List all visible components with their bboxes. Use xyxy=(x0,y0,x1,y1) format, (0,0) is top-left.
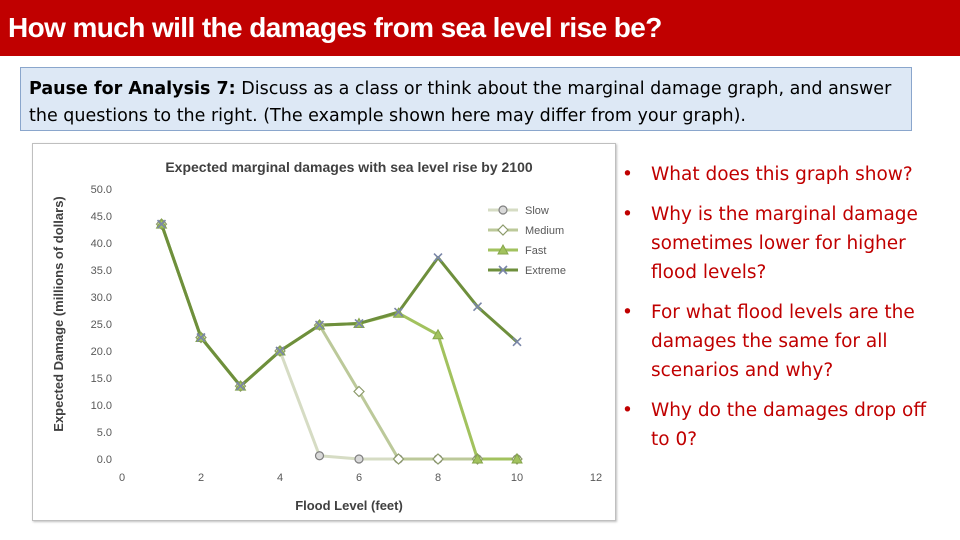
question-text: Why is the marginal damage sometimes low… xyxy=(651,204,918,283)
prompt-label: Pause for Analysis 7: xyxy=(29,79,236,99)
y-axis-label: Expected Damage (millions of dollars) xyxy=(51,196,66,432)
chart-panel: Expected marginal damages with sea level… xyxy=(32,143,616,521)
data-point-extreme xyxy=(433,253,443,263)
data-point-extreme xyxy=(196,332,206,343)
page-title: How much will the damages from sea level… xyxy=(8,12,662,43)
question-list: • What does this graph show? • Why is the … xyxy=(615,160,945,465)
x-tick-label: 12 xyxy=(590,472,602,484)
legend-marker-medium xyxy=(497,224,509,236)
y-tick-label: 35.0 xyxy=(91,265,112,277)
x-tick-label: 4 xyxy=(277,472,283,484)
data-point-extreme xyxy=(354,318,364,329)
series-line-fast xyxy=(160,223,517,461)
y-tick-label: 25.0 xyxy=(91,319,112,331)
data-point-fast xyxy=(471,452,484,464)
x-tick-label: 10 xyxy=(511,472,523,484)
x-tick-label: 6 xyxy=(356,472,362,484)
question-item: • Why do the damages drop off to 0? xyxy=(615,396,945,454)
x-axis-label: Flood Level (feet) xyxy=(295,498,403,513)
bullet: • xyxy=(622,164,633,185)
marginal-damage-chart: Expected marginal damages with sea level… xyxy=(51,159,602,513)
legend-marker-slow xyxy=(498,205,508,215)
series-line-slow xyxy=(160,223,517,461)
x-tick-label: 2 xyxy=(198,472,204,484)
question-text: Why do the damages drop off to 0? xyxy=(651,400,927,450)
y-tick-label: 20.0 xyxy=(91,346,112,358)
y-tick-label: 10.0 xyxy=(91,400,112,412)
y-tick-label: 15.0 xyxy=(91,373,112,385)
data-point-extreme xyxy=(156,219,167,229)
question-item: • Why is the marginal damage sometimes lo… xyxy=(615,200,945,287)
prompt-text: Discuss as a class or think about the ma… xyxy=(29,79,892,126)
data-point-fast xyxy=(432,328,444,340)
y-tick-label: 5.0 xyxy=(97,427,112,439)
data-point-extreme xyxy=(235,381,246,391)
legend-label: Medium xyxy=(525,225,564,237)
y-tick-label: 40.0 xyxy=(91,238,112,250)
legend-label: Fast xyxy=(525,245,546,257)
x-tick-label: 0 xyxy=(119,472,125,484)
analysis-prompt-box: Pause for Analysis 7: Discuss as a class… xyxy=(20,67,912,131)
data-point-slow xyxy=(314,451,325,461)
x-tick-label: 8 xyxy=(435,472,441,484)
bullet: • xyxy=(622,302,633,323)
y-tick-label: 50.0 xyxy=(91,184,112,196)
data-point-extreme xyxy=(393,307,404,317)
legend-marker-fast xyxy=(497,243,509,255)
chart-title: Expected marginal damages with sea level… xyxy=(165,159,533,175)
legend-marker-extreme xyxy=(498,265,508,275)
y-tick-label: 45.0 xyxy=(91,211,112,223)
data-point-extreme xyxy=(314,320,325,330)
data-point-medium xyxy=(392,453,405,465)
legend-label: Slow xyxy=(525,205,549,217)
y-tick-label: 0.0 xyxy=(97,454,112,466)
y-tick-label: 30.0 xyxy=(91,292,112,304)
data-point-medium xyxy=(432,453,444,465)
legend-label: Extreme xyxy=(525,265,566,277)
series-line-extreme xyxy=(160,223,518,388)
bullet: • xyxy=(622,204,633,225)
data-point-fast xyxy=(511,452,523,464)
series-line-medium xyxy=(160,223,517,461)
question-text: For what flood levels are the damages th… xyxy=(651,302,915,381)
data-point-medium xyxy=(353,385,365,398)
data-point-slow xyxy=(354,454,364,464)
question-item: • What does this graph show? xyxy=(615,160,945,189)
bullet: • xyxy=(622,400,633,421)
data-point-extreme xyxy=(512,337,522,347)
title-bar: How much will the damages from sea level… xyxy=(0,0,960,56)
data-point-extreme xyxy=(472,302,483,312)
question-text: What does this graph show? xyxy=(651,164,913,185)
data-point-extreme xyxy=(275,346,285,356)
question-item: • For what flood levels are the damages t… xyxy=(615,298,945,385)
